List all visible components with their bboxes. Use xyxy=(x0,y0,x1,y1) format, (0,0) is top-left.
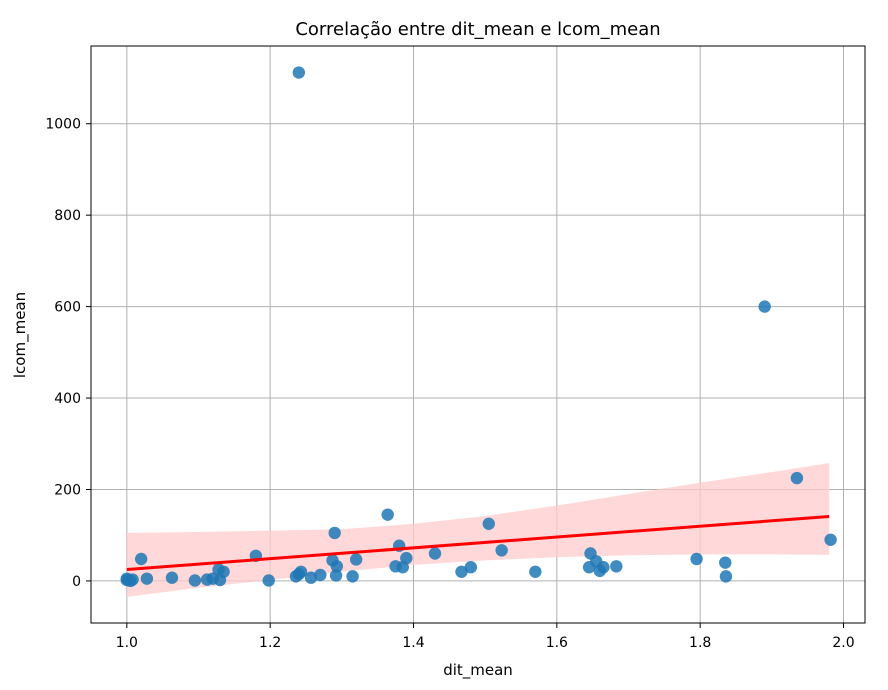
data-point xyxy=(455,565,468,578)
confidence-band-layer xyxy=(126,463,830,597)
x-tick-label: 1.0 xyxy=(116,635,138,651)
confidence-band xyxy=(126,463,830,597)
y-tick-label: 800 xyxy=(54,208,81,224)
x-tick-label: 1.6 xyxy=(546,635,568,651)
data-point xyxy=(314,568,327,582)
data-point xyxy=(400,551,413,565)
data-point xyxy=(482,517,495,530)
x-tick-label: 1.2 xyxy=(259,635,281,651)
data-point xyxy=(464,561,478,574)
data-point xyxy=(134,552,148,566)
y-tick-label: 400 xyxy=(54,391,81,407)
data-point xyxy=(529,565,542,578)
y-axis: 0 200 400 600 800 1000 xyxy=(45,117,91,590)
y-tick-label: 200 xyxy=(54,482,81,498)
data-point xyxy=(349,553,363,566)
x-tick-label: 2.0 xyxy=(832,635,854,651)
data-point xyxy=(690,552,703,566)
data-point xyxy=(495,544,508,557)
data-point xyxy=(719,556,732,569)
data-point xyxy=(140,572,154,585)
y-tick-label: 0 xyxy=(72,574,81,590)
data-point xyxy=(294,565,308,578)
x-axis-label: dit_mean xyxy=(443,661,513,680)
x-axis: 1.0 1.2 1.4 1.6 1.8 2.0 xyxy=(116,623,855,651)
data-point xyxy=(758,300,771,313)
data-point xyxy=(126,573,139,586)
y-tick-label: 1000 xyxy=(45,117,81,133)
regression-line xyxy=(126,514,830,572)
grid xyxy=(91,46,865,623)
data-point xyxy=(428,547,442,560)
data-point xyxy=(262,574,275,587)
data-point xyxy=(292,66,306,79)
data-point xyxy=(719,570,733,583)
y-axis-label: lcom_mean xyxy=(11,292,30,378)
plot-frame xyxy=(90,45,866,624)
data-point xyxy=(188,574,202,587)
data-point xyxy=(329,569,343,582)
data-point xyxy=(330,560,344,573)
data-point xyxy=(304,571,318,584)
regression-line-layer xyxy=(126,514,830,572)
chart-title: Correlação entre dit_mean e lcom_mean xyxy=(295,19,660,40)
x-tick-label: 1.8 xyxy=(689,635,711,651)
data-point xyxy=(328,526,341,540)
data-point xyxy=(610,560,623,573)
x-tick-label: 1.4 xyxy=(402,635,424,651)
y-tick-label: 600 xyxy=(54,300,81,316)
data-point xyxy=(346,570,359,583)
data-point xyxy=(217,565,230,578)
data-point xyxy=(165,571,179,584)
data-point xyxy=(597,561,610,574)
data-point xyxy=(790,471,804,485)
data-point xyxy=(381,508,394,521)
data-point xyxy=(824,533,837,546)
